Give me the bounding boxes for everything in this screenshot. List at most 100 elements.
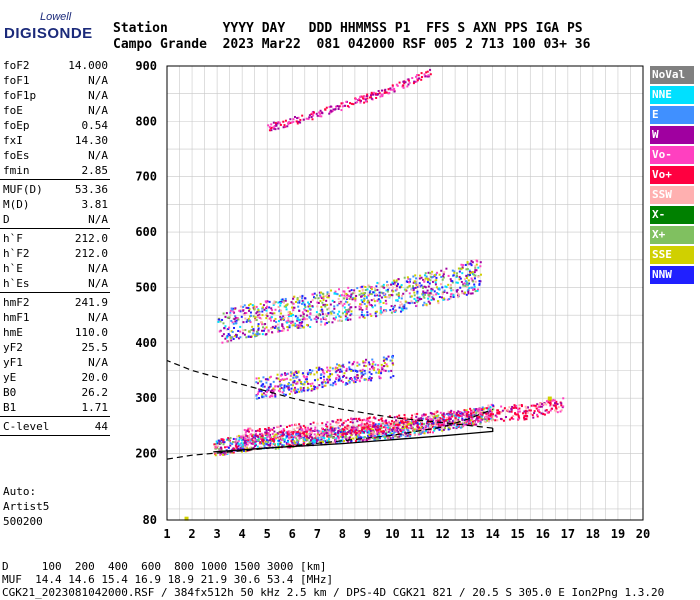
echo-point (322, 296, 325, 299)
echo-point (301, 295, 304, 298)
echo-point (426, 289, 429, 292)
echo-point (320, 297, 323, 300)
echo-point (451, 269, 454, 272)
echo-point (296, 326, 299, 329)
echo-point (384, 436, 387, 439)
y-tick-label: 300 (135, 391, 157, 405)
echo-point (312, 421, 315, 424)
echo-point (362, 285, 365, 288)
echo-point (282, 393, 285, 396)
echo-point (347, 286, 350, 289)
echo-point (397, 430, 400, 433)
echo-point (353, 376, 356, 379)
echo-point (272, 126, 275, 129)
echo-point (526, 411, 529, 414)
echo-point (215, 440, 218, 443)
echo-point (479, 421, 482, 424)
echo-point (253, 305, 256, 308)
echo-point (382, 309, 385, 312)
echo-point (338, 302, 341, 305)
echo-point (296, 122, 299, 125)
echo-point (303, 318, 306, 321)
echo-point (240, 315, 243, 318)
echo-point (277, 328, 280, 331)
echo-point (289, 371, 292, 374)
echo-point (255, 381, 258, 384)
echo-point (349, 314, 352, 317)
echo-point (458, 270, 461, 273)
echo-point (374, 92, 377, 95)
echo-point (261, 310, 264, 313)
echo-point (377, 430, 380, 433)
echo-point (503, 408, 506, 411)
echo-point (311, 299, 314, 302)
echo-point (364, 289, 367, 292)
echo-point (355, 294, 358, 297)
echo-point (380, 363, 383, 366)
param-separator (0, 228, 110, 229)
echo-point (481, 413, 484, 416)
echo-point (298, 325, 301, 328)
echo-point (386, 424, 389, 427)
echo-point (281, 323, 284, 326)
echo-point (297, 431, 300, 434)
echo-point (429, 68, 432, 71)
echo-point (339, 431, 342, 434)
echo-point (295, 370, 298, 373)
echo-point (533, 412, 536, 415)
echo-point (309, 443, 312, 446)
echo-point (248, 308, 251, 311)
echo-point (428, 295, 431, 298)
echo-point (356, 370, 359, 373)
echo-point (366, 431, 369, 434)
echo-point (263, 308, 266, 311)
echo-point (336, 293, 339, 296)
x-tick-label: 13 (460, 527, 474, 541)
echo-point (269, 311, 272, 314)
echo-point (409, 278, 412, 281)
echo-point (238, 438, 241, 441)
echo-point (453, 419, 456, 422)
echo-point (300, 381, 303, 384)
echo-point (403, 305, 406, 308)
echo-point (264, 378, 267, 381)
echo-point (280, 312, 283, 315)
echo-point (325, 431, 328, 434)
echo-point (402, 421, 405, 424)
echo-point (474, 423, 477, 426)
echo-point (377, 437, 380, 440)
echo-point (344, 300, 347, 303)
echo-point (252, 328, 255, 331)
echo-point (269, 442, 272, 445)
echo-point (412, 420, 415, 423)
echo-point (261, 442, 264, 445)
echo-point (234, 335, 237, 338)
echo-point (288, 392, 291, 395)
echo-point (426, 278, 429, 281)
digisonde-logo: Lowell DIGISONDE (0, 8, 110, 42)
echo-point (274, 128, 277, 131)
echo-point (344, 431, 347, 434)
echo-point (480, 417, 483, 420)
echo-point (437, 419, 440, 422)
echo-point (248, 435, 251, 438)
echo-point (427, 418, 430, 421)
echo-point (302, 118, 305, 121)
echo-point (298, 390, 301, 393)
echo-point (489, 406, 492, 409)
echo-point (328, 428, 331, 431)
echo-point (291, 424, 294, 427)
echo-point (371, 365, 374, 368)
echo-point (291, 434, 294, 437)
echo-point (229, 314, 232, 317)
echo-point (288, 438, 291, 441)
echo-point (491, 418, 494, 421)
echo-point (441, 418, 444, 421)
plot-frame (166, 65, 644, 521)
echo-point (239, 310, 242, 313)
echo-point (513, 406, 516, 409)
echo-point (251, 304, 254, 307)
echo-point (429, 73, 432, 76)
echo-point (337, 105, 340, 108)
echo-point (358, 308, 361, 311)
